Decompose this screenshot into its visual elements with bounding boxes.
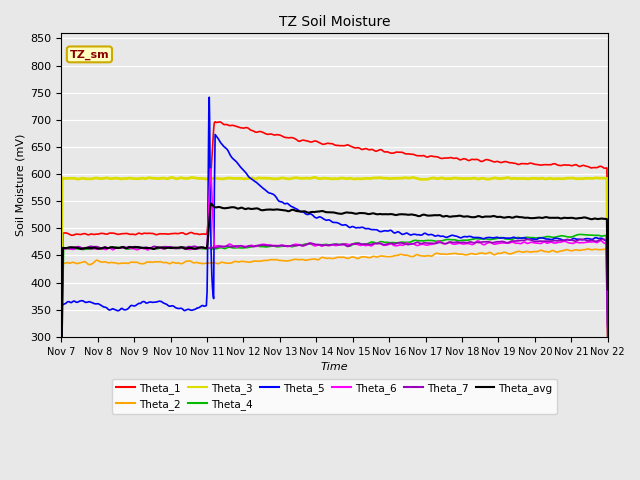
Theta_7 bbox=[410, 240, 418, 246]
Theta_2 bbox=[58, 354, 65, 360]
Theta_7 bbox=[58, 346, 65, 352]
Theta_3 bbox=[394, 175, 402, 181]
Theta_4 bbox=[67, 246, 75, 252]
Theta_2 bbox=[202, 260, 209, 266]
Title: TZ Soil Moisture: TZ Soil Moisture bbox=[279, 15, 390, 29]
Line: Theta_avg: Theta_avg bbox=[61, 204, 608, 374]
Theta_1 bbox=[121, 231, 129, 237]
Theta_4 bbox=[58, 371, 65, 377]
Theta_avg bbox=[394, 212, 402, 217]
Theta_3 bbox=[67, 175, 75, 181]
Theta_6 bbox=[202, 245, 209, 251]
Theta_3 bbox=[604, 283, 612, 288]
Theta_6 bbox=[207, 166, 214, 172]
Theta_7 bbox=[67, 245, 75, 251]
Theta_4 bbox=[410, 238, 418, 243]
Theta_2 bbox=[174, 260, 182, 266]
Line: Theta_1: Theta_1 bbox=[61, 122, 608, 366]
Line: Theta_7: Theta_7 bbox=[61, 239, 608, 349]
Theta_3 bbox=[121, 176, 129, 181]
Theta_4 bbox=[604, 321, 612, 326]
Line: Theta_5: Theta_5 bbox=[61, 97, 608, 370]
Text: TZ_sm: TZ_sm bbox=[70, 49, 109, 60]
Theta_4 bbox=[174, 246, 182, 252]
Theta_6 bbox=[121, 245, 129, 251]
Theta_7 bbox=[174, 245, 182, 251]
Line: Theta_2: Theta_2 bbox=[61, 249, 608, 357]
Theta_6 bbox=[67, 246, 75, 252]
Theta_1 bbox=[67, 232, 75, 238]
Theta_1 bbox=[394, 149, 402, 155]
Theta_3 bbox=[310, 175, 318, 180]
Theta_avg bbox=[411, 212, 419, 218]
Theta_2 bbox=[604, 347, 612, 352]
Theta_2 bbox=[394, 252, 401, 258]
Theta_7 bbox=[202, 245, 209, 251]
Theta_6 bbox=[394, 242, 402, 248]
Y-axis label: Soil Moisture (mV): Soil Moisture (mV) bbox=[15, 134, 25, 236]
Line: Theta_4: Theta_4 bbox=[61, 234, 608, 374]
Theta_1 bbox=[604, 248, 612, 253]
Theta_6 bbox=[174, 245, 182, 251]
Theta_7 bbox=[604, 341, 612, 347]
Theta_2 bbox=[67, 260, 75, 266]
Theta_4 bbox=[121, 245, 129, 251]
Theta_7 bbox=[121, 244, 129, 250]
Theta_3 bbox=[58, 282, 65, 288]
Line: Theta_3: Theta_3 bbox=[61, 178, 608, 286]
Theta_avg bbox=[58, 371, 65, 377]
Theta_2 bbox=[410, 253, 418, 259]
Theta_avg bbox=[174, 245, 182, 251]
Theta_avg bbox=[121, 245, 129, 251]
Legend: Theta_1, Theta_2, Theta_3, Theta_4, Theta_5, Theta_6, Theta_7, Theta_avg: Theta_1, Theta_2, Theta_3, Theta_4, Thet… bbox=[112, 379, 557, 414]
Theta_1 bbox=[411, 152, 419, 158]
Theta_2 bbox=[584, 246, 592, 252]
Theta_4 bbox=[394, 240, 401, 246]
Theta_avg bbox=[207, 201, 215, 206]
Theta_3 bbox=[174, 176, 182, 181]
Theta_4 bbox=[202, 246, 209, 252]
X-axis label: Time: Time bbox=[321, 362, 348, 372]
Theta_5 bbox=[174, 306, 182, 312]
Theta_6 bbox=[58, 329, 65, 335]
Theta_3 bbox=[411, 175, 419, 180]
Theta_5 bbox=[58, 367, 65, 373]
Theta_1 bbox=[211, 119, 219, 125]
Theta_avg bbox=[202, 245, 209, 251]
Theta_7 bbox=[394, 240, 401, 246]
Theta_5 bbox=[411, 231, 419, 237]
Theta_6 bbox=[411, 241, 419, 247]
Theta_5 bbox=[202, 303, 209, 309]
Theta_5 bbox=[394, 229, 402, 235]
Theta_7 bbox=[599, 236, 607, 242]
Theta_5 bbox=[205, 95, 213, 100]
Theta_1 bbox=[202, 231, 209, 237]
Theta_5 bbox=[604, 324, 612, 329]
Line: Theta_6: Theta_6 bbox=[61, 169, 608, 332]
Theta_6 bbox=[604, 325, 612, 331]
Theta_5 bbox=[121, 307, 129, 313]
Theta_avg bbox=[67, 244, 75, 250]
Theta_2 bbox=[121, 260, 129, 266]
Theta_1 bbox=[174, 231, 182, 237]
Theta_avg bbox=[604, 287, 612, 292]
Theta_5 bbox=[67, 300, 75, 306]
Theta_3 bbox=[202, 176, 209, 182]
Theta_1 bbox=[58, 363, 65, 369]
Theta_4 bbox=[576, 231, 584, 237]
